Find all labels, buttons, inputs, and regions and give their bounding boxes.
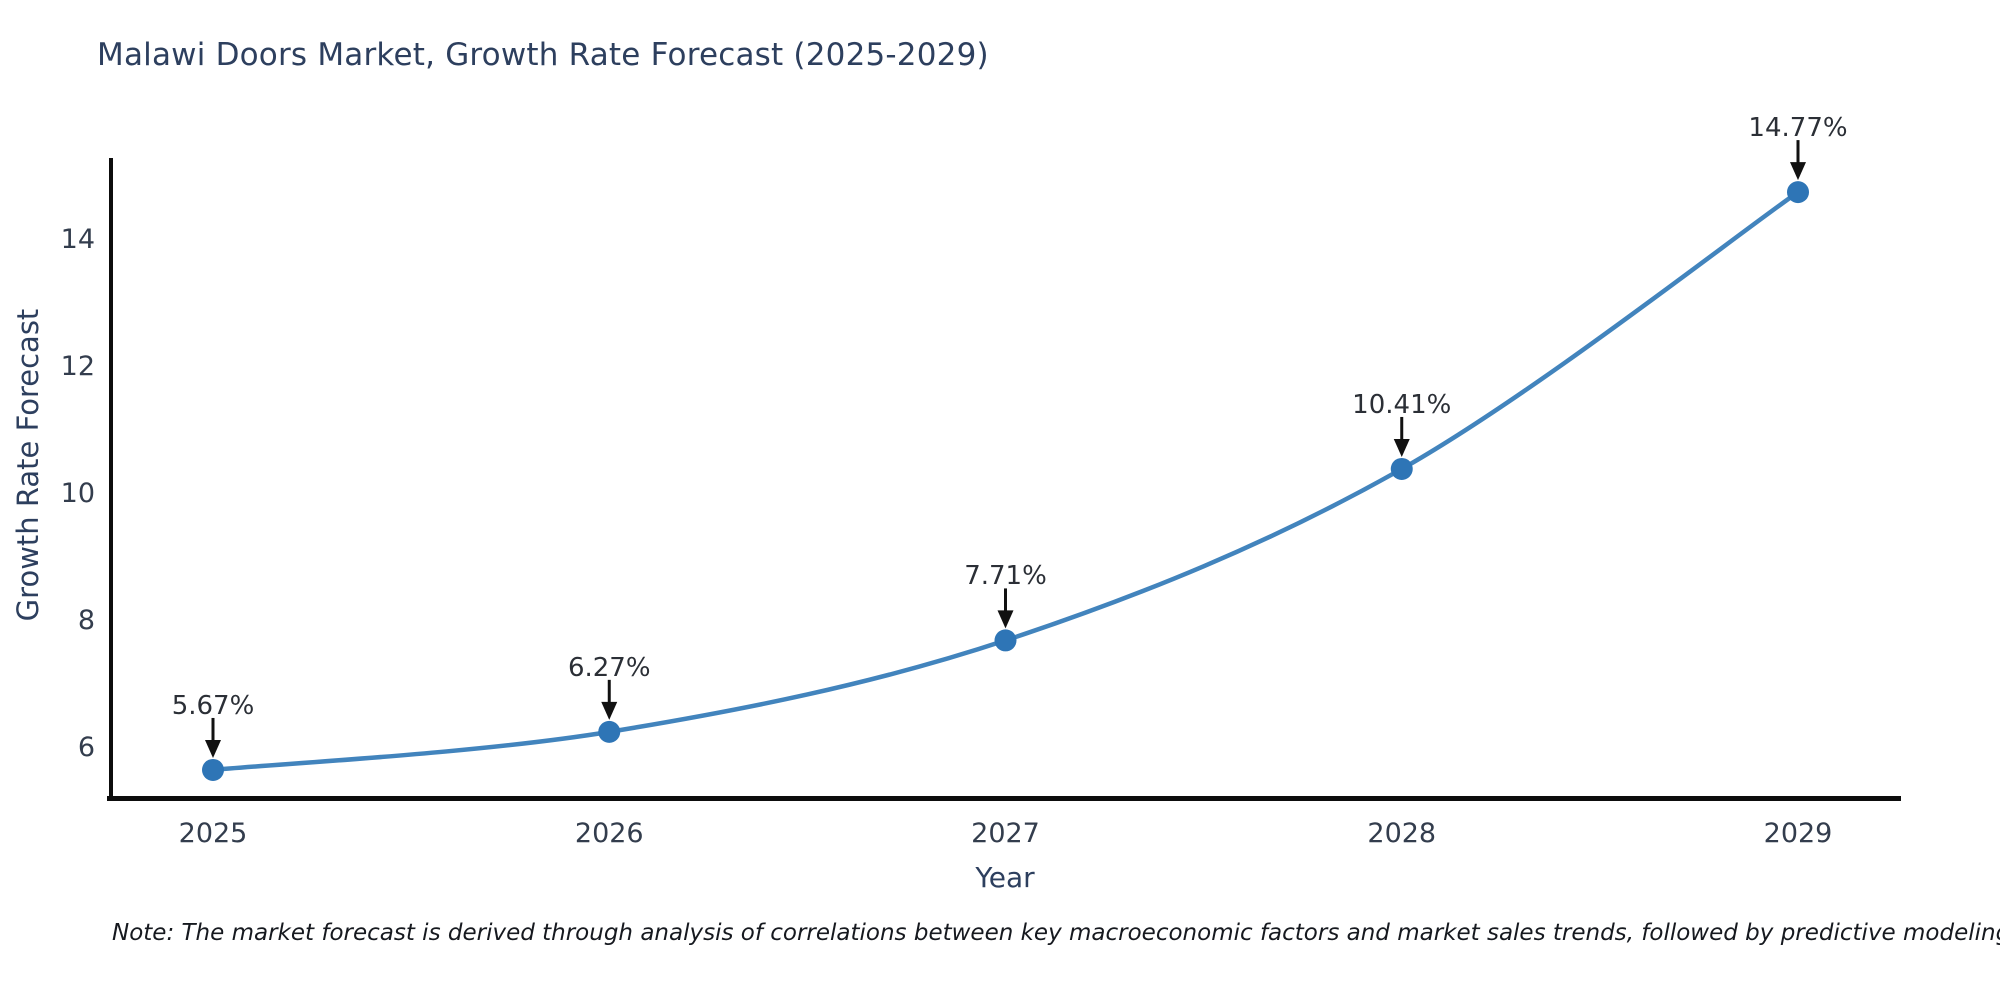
point-label-2028: 10.41% <box>1352 389 1452 420</box>
data-point-2028 <box>1390 457 1413 480</box>
y-tick-14: 14 <box>60 224 95 255</box>
y-tick-12: 12 <box>60 351 95 382</box>
x-tick-2029: 2029 <box>1763 818 1833 849</box>
y-tick-6: 6 <box>77 732 95 763</box>
x-tick-2028: 2028 <box>1367 818 1437 849</box>
annotation-arrow-head <box>601 701 618 720</box>
x-axis-spine <box>107 796 1901 801</box>
annotation-arrow-head <box>205 739 221 758</box>
annotation-arrow-head <box>1393 438 1410 457</box>
y-tick-8: 8 <box>77 605 95 636</box>
data-point-2027 <box>994 629 1017 652</box>
annotation-arrow-head <box>997 610 1014 629</box>
point-label-2027: 7.71% <box>964 561 1047 592</box>
data-point-2026 <box>598 720 621 743</box>
annotation-arrow-head <box>1790 162 1806 181</box>
point-label-2025: 5.67% <box>171 690 255 721</box>
data-point-2025 <box>202 758 224 781</box>
y-axis-spine <box>109 158 113 800</box>
x-tick-2025: 2025 <box>178 818 248 849</box>
y-tick-10: 10 <box>60 478 95 509</box>
data-point-2029 <box>1787 181 1809 204</box>
point-label-2029: 14.77% <box>1748 113 1848 144</box>
x-axis-title: Year <box>975 861 1035 894</box>
x-tick-2026: 2026 <box>574 818 644 849</box>
forecast-line <box>210 189 1801 773</box>
x-tick-2027: 2027 <box>971 818 1040 849</box>
chart-title: Malawi Doors Market, Growth Rate Forecas… <box>97 37 989 73</box>
point-label-2026: 6.27% <box>567 652 651 683</box>
footnote: Note: The market forecast is derived thr… <box>112 920 2000 946</box>
